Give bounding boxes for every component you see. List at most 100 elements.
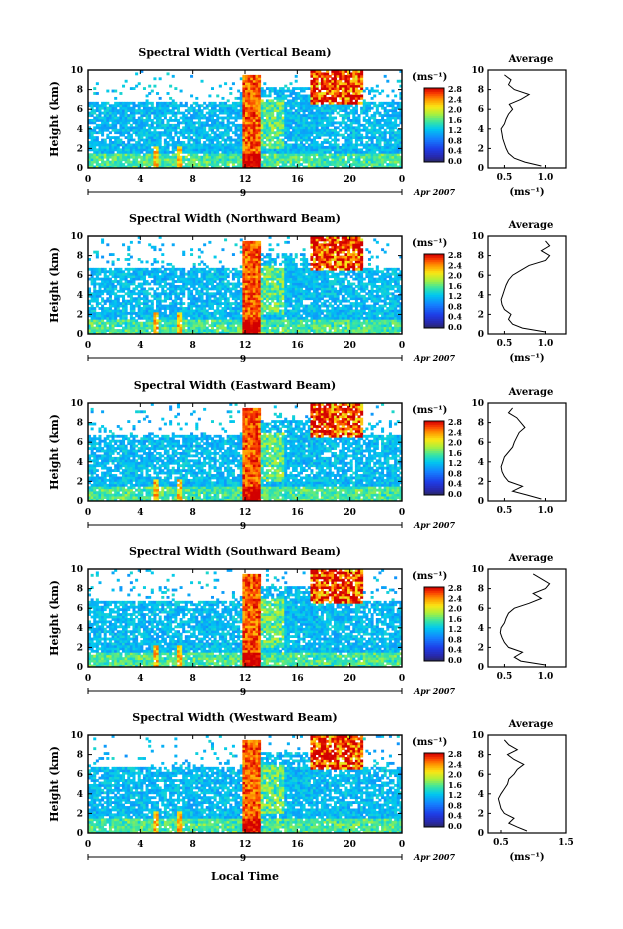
heatmap-cell [161,311,165,315]
heatmap-cell [190,253,194,256]
heatmap-cell [187,153,191,157]
heatmap-cell [114,324,118,328]
heatmap-cell [307,111,311,115]
heatmap-cell [347,104,351,108]
heatmap-cell [354,141,358,144]
heatmap-cell [229,314,233,318]
heatmap-cell [195,128,199,132]
heatmap-cell [171,287,175,291]
heatmap-cell [171,150,175,154]
heatmap-cell [140,316,144,320]
heatmap-cell [106,275,110,279]
heatmap-cell [260,148,264,152]
heatmap-cell [341,148,345,152]
heatmap-cell [169,316,173,320]
heatmap-cell [127,106,131,110]
heatmap-cell [205,314,209,318]
heatmap-cell [260,138,264,142]
heatmap-cell [399,111,403,115]
heatmap-cell [354,153,358,157]
heatmap-cell [237,275,241,279]
heatmap-cell [142,114,146,117]
heatmap-cell [137,275,141,279]
heatmap-cell [391,158,395,162]
heatmap-cell [299,104,303,108]
heatmap-cell [197,267,201,271]
heatmap-cell [140,111,144,115]
heatmap-cell [124,165,128,169]
heatmap-cell [166,123,170,127]
heatmap-cell [208,109,212,113]
heatmap-cell [98,150,102,154]
heatmap-cell [252,265,256,269]
heatmap-cell [339,145,343,149]
heatmap-cell [365,158,369,162]
heatmap-cell [216,299,220,303]
heatmap-cell [391,136,395,139]
average-y-tick-label: 8 [478,86,484,96]
heatmap-cell [88,302,92,305]
heatmap-cell [98,148,102,152]
heatmap-cell [210,104,214,108]
heatmap-cell [124,158,128,162]
heatmap-cell [163,148,167,152]
heatmap-cell [218,148,222,152]
heatmap-cell [276,114,280,117]
heatmap-cell [323,116,327,120]
y-tick-label: 6 [77,105,83,115]
heatmap-cell [187,321,191,325]
heatmap-cell [224,292,228,296]
heatmap-cell [352,158,356,162]
heatmap-cell [302,109,306,113]
heatmap-cell [336,84,340,88]
heatmap-cell [341,82,345,86]
colorbar-segment [424,134,444,137]
heatmap-cell [268,101,272,105]
heatmap-cell [318,160,322,164]
heatmap-cell [156,292,160,296]
heatmap-cell [132,155,136,159]
heatmap-cell [213,287,217,291]
heatmap-cell [129,119,133,122]
heatmap-cell [305,94,309,98]
heatmap-cell [127,258,131,261]
heatmap-cell [341,109,345,113]
panel-2: Spectral Width (Northward Beam)0 4 8 12 16 20… [48,212,567,365]
heatmap-cell [200,116,204,120]
heatmap-cell [218,285,222,288]
heatmap-cell [352,163,356,166]
heatmap-cell [313,77,317,81]
heatmap-cell [239,299,243,303]
heatmap-cell [271,111,275,115]
heatmap-cell [127,245,131,249]
heatmap-cell [93,138,97,142]
heatmap-cell [349,165,353,169]
heatmap-cell [195,148,199,152]
heatmap-cell [320,109,324,113]
heatmap-cell [294,111,298,115]
heatmap-cell [373,153,377,157]
heatmap-cell [179,145,183,149]
heatmap-cell [273,148,277,152]
heatmap-cell [132,282,136,286]
heatmap-cell [90,270,94,274]
heatmap-cell [247,316,251,320]
heatmap-cell [93,119,97,122]
heatmap-cell [252,280,256,283]
heatmap-cell [299,121,303,125]
heatmap-cell [247,104,251,108]
heatmap-cell [108,314,112,318]
heatmap-cell [273,165,277,169]
heatmap-cell [373,123,377,127]
heatmap-cell [250,275,254,279]
heatmap-cell [166,104,170,108]
heatmap-cell [294,104,298,108]
heatmap-cell [119,148,123,152]
heatmap-cell [349,119,353,122]
heatmap-cell [187,289,191,293]
heatmap-cell [375,145,379,149]
heatmap-cell [205,131,209,135]
heatmap-cell [111,155,115,159]
heatmap-cell [349,74,353,78]
heatmap-cell [192,109,196,113]
